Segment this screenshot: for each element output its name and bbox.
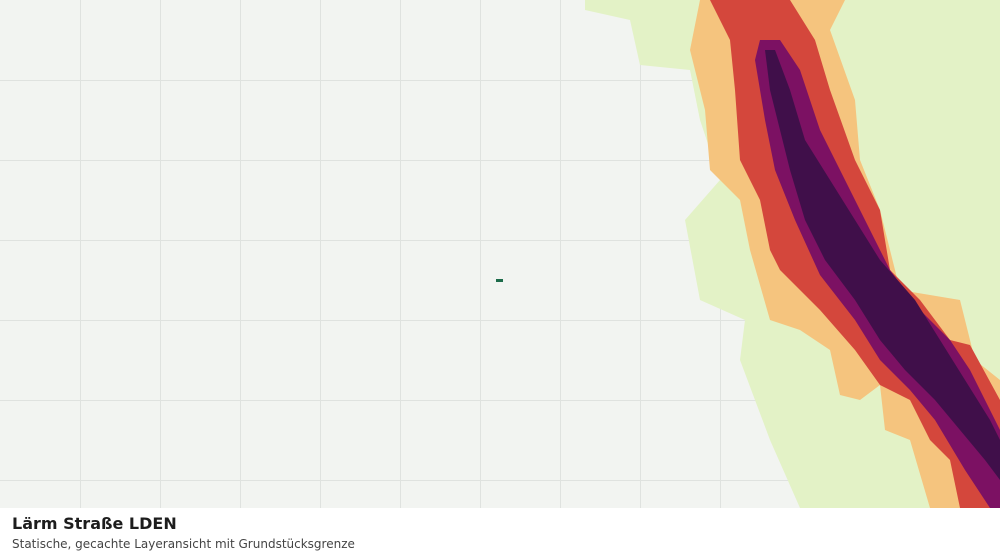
layer-title: Lärm Straße LDEN	[12, 514, 177, 533]
parcel-marker[interactable]	[496, 279, 503, 282]
noise-zone-extreme	[765, 50, 1000, 480]
layer-subtitle: Statische, gecachte Layeransicht mit Gru…	[12, 537, 355, 551]
legend-panel: Lärm Straße LDEN Statische, gecachte Lay…	[0, 508, 1000, 560]
